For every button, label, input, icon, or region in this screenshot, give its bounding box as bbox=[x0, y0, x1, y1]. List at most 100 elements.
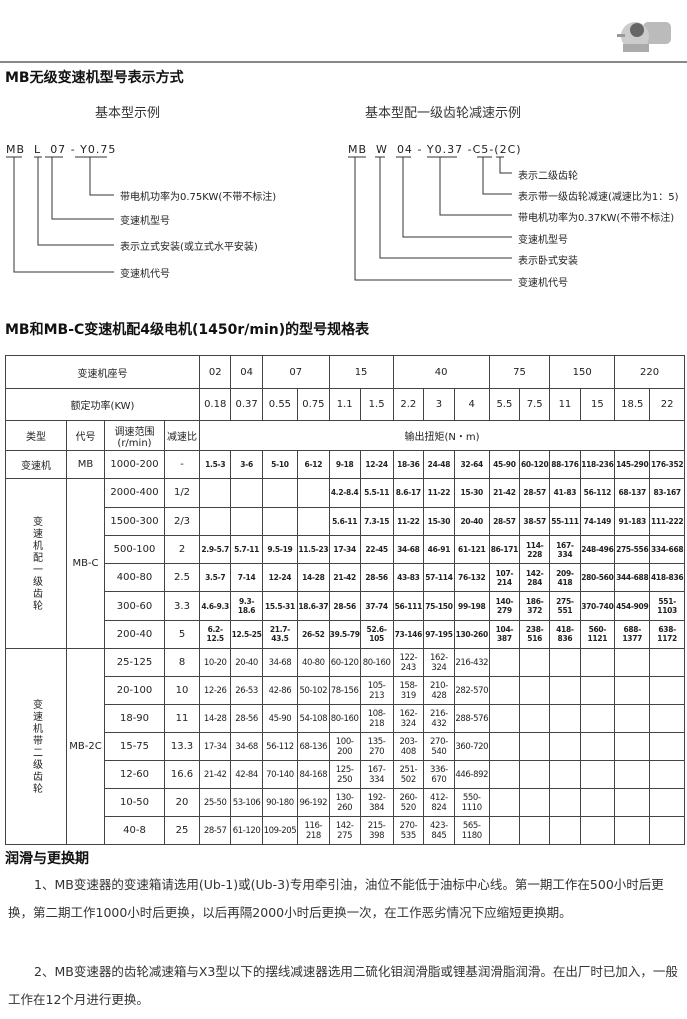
torque-cell bbox=[549, 648, 581, 678]
table-row: 300-60 3.3 4.6-9.3 9.3-18.6 15.5-31 18.6-37 28… bbox=[6, 591, 685, 621]
torque-cell bbox=[649, 676, 685, 706]
torque-cell bbox=[519, 816, 551, 846]
table-title: MB和MB-C变速机配4级电机(1450r/min)的型号规格表 bbox=[5, 322, 370, 338]
frame-cell: 15 bbox=[328, 355, 394, 389]
torque-cell: 5.7-11 bbox=[230, 534, 263, 565]
torque-cell: 3-6 bbox=[230, 449, 263, 480]
torque-cell bbox=[614, 788, 651, 818]
torque-cell: 78-156 bbox=[328, 676, 361, 706]
torque-cell: 20-40 bbox=[230, 648, 263, 678]
torque-cell: 5.6-11 bbox=[328, 506, 361, 536]
torque-cell: 158-319 bbox=[392, 676, 425, 706]
torque-cell: 176-352 bbox=[649, 449, 685, 480]
table-row: 40-8 25 28-57 61-120 109-205 116-218 142-275 21… bbox=[6, 816, 685, 846]
torque-cell: 2.9-5.7 bbox=[198, 534, 232, 565]
torque-cell bbox=[549, 788, 581, 818]
torque-cell: 334-668 bbox=[649, 534, 685, 565]
torque-cell: 28-57 bbox=[519, 478, 551, 508]
torque-cell: 55-111 bbox=[549, 506, 581, 536]
torque-cell: 14-28 bbox=[198, 704, 232, 734]
torque-cell bbox=[519, 648, 551, 678]
right-example-title: 基本型配一级齿轮减速示例 bbox=[365, 106, 522, 121]
torque-cell: 142-284 bbox=[519, 563, 551, 593]
torque-cell: 68-137 bbox=[614, 478, 651, 508]
torque-cell: 97-195 bbox=[423, 619, 455, 650]
speed-range-cell: 12-60 bbox=[104, 760, 165, 790]
power-cell: 0.37 bbox=[230, 388, 263, 421]
torque-cell: 111-222 bbox=[649, 506, 685, 536]
torque-cell: 12-26 bbox=[198, 676, 232, 706]
torque-cell: 37-74 bbox=[359, 591, 394, 621]
power-cell: 0.75 bbox=[297, 388, 330, 421]
torque-cell: 203-408 bbox=[392, 732, 425, 762]
column-header: 代号 bbox=[66, 420, 105, 451]
torque-cell: 12.5-25 bbox=[230, 619, 263, 650]
lubrication-para-1: 1、MB变速器的变速箱请选用(Ub-1)或(Ub-3)专用牵引油，油位不能低于油… bbox=[8, 877, 664, 920]
torque-cell: 140-279 bbox=[488, 591, 521, 621]
torque-cell: 38-57 bbox=[519, 506, 551, 536]
torque-cell: 74-149 bbox=[579, 506, 616, 536]
table-row: 15-75 13.3 17-34 34-68 56-112 68-136 100-200 13… bbox=[6, 732, 685, 762]
torque-cell: 446-892 bbox=[453, 760, 490, 790]
torque-cell: 24-48 bbox=[423, 449, 455, 480]
torque-cell: 216-432 bbox=[453, 648, 490, 678]
torque-cell: 43-83 bbox=[392, 563, 425, 593]
torque-cell bbox=[614, 676, 651, 706]
torque-cell: 360-720 bbox=[453, 732, 490, 762]
right-label-code: 变速机代号 bbox=[518, 278, 568, 289]
torque-cell: 76-132 bbox=[453, 563, 490, 593]
code-cell: MB-C bbox=[66, 478, 105, 650]
table-row: 变速机 MB 1000-200-1.5-3 3-6 5-10 6-12 9-18 12-24 1… bbox=[5, 449, 685, 480]
torque-cell: 34-68 bbox=[392, 534, 425, 565]
torque-cell: 270-535 bbox=[392, 816, 425, 846]
ratio-cell: 16.6 bbox=[164, 760, 200, 790]
torque-cell: 88-176 bbox=[549, 449, 581, 480]
ratio-cell: 11 bbox=[164, 704, 200, 734]
torque-cell: 130-260 bbox=[453, 619, 490, 650]
page-title: MB无级变速机型号表示方式 bbox=[5, 70, 184, 86]
column-header-row: 类型 代号 调速范围 (r/min) 减速比 输出扭矩(N・m) bbox=[5, 420, 685, 451]
torque-cell: 186-372 bbox=[519, 591, 551, 621]
column-header: 减速比 bbox=[164, 420, 200, 451]
frame-cell: 02 bbox=[198, 355, 232, 389]
torque-cell: 26-52 bbox=[297, 619, 330, 650]
torque-cell bbox=[649, 648, 685, 678]
torque-cell bbox=[579, 788, 616, 818]
table-row: 10-50 20 25-50 53-106 90-180 96-192 130-260 192… bbox=[6, 788, 685, 818]
torque-cell: 80-160 bbox=[328, 704, 361, 734]
right-label-power: 带电机功率为0.37KW(不带不标注) bbox=[518, 213, 675, 224]
torque-cell: 91-183 bbox=[614, 506, 651, 536]
right-label-mount: 表示卧式安装 bbox=[518, 256, 578, 267]
torque-cell: 565-1180 bbox=[453, 816, 490, 846]
torque-cell: 638-1172 bbox=[649, 619, 685, 650]
speed-range-cell: 2000-400 bbox=[104, 478, 165, 508]
torque-cell: 9.5-19 bbox=[261, 534, 299, 565]
right-label-model: 变速机型号 bbox=[518, 235, 568, 246]
torque-cell: 5-10 bbox=[261, 449, 299, 480]
torque-cell: 21.7-43.5 bbox=[261, 619, 299, 650]
torque-cell: 116-218 bbox=[297, 816, 330, 846]
torque-cell bbox=[488, 760, 521, 790]
torque-cell: 114-228 bbox=[519, 534, 551, 565]
torque-cell bbox=[614, 816, 651, 846]
torque-cell bbox=[649, 760, 685, 790]
torque-cell: 370-740 bbox=[579, 591, 616, 621]
power-cell: 1.5 bbox=[359, 388, 394, 421]
torque-cell: 10-20 bbox=[198, 648, 232, 678]
torque-cell: 251-502 bbox=[392, 760, 425, 790]
power-cell: 1.1 bbox=[328, 388, 361, 421]
frame-row: 变速机座号 02 04 07 15 40 75 150 220 bbox=[5, 355, 685, 389]
torque-cell bbox=[649, 788, 685, 818]
ratio-cell: 2/3 bbox=[164, 506, 200, 536]
torque-cell: 70-140 bbox=[261, 760, 299, 790]
torque-cell: 18.6-37 bbox=[297, 591, 330, 621]
torque-cell: 216-432 bbox=[423, 704, 455, 734]
torque-cell: 60-120 bbox=[519, 449, 551, 480]
torque-cell: 215-398 bbox=[359, 816, 394, 846]
torque-cell bbox=[549, 732, 581, 762]
torque-cell bbox=[198, 506, 232, 536]
torque-cell bbox=[579, 816, 616, 846]
torque-cell: 167-334 bbox=[549, 534, 581, 565]
power-cell: 0.18 bbox=[198, 388, 232, 421]
torque-cell bbox=[579, 676, 616, 706]
